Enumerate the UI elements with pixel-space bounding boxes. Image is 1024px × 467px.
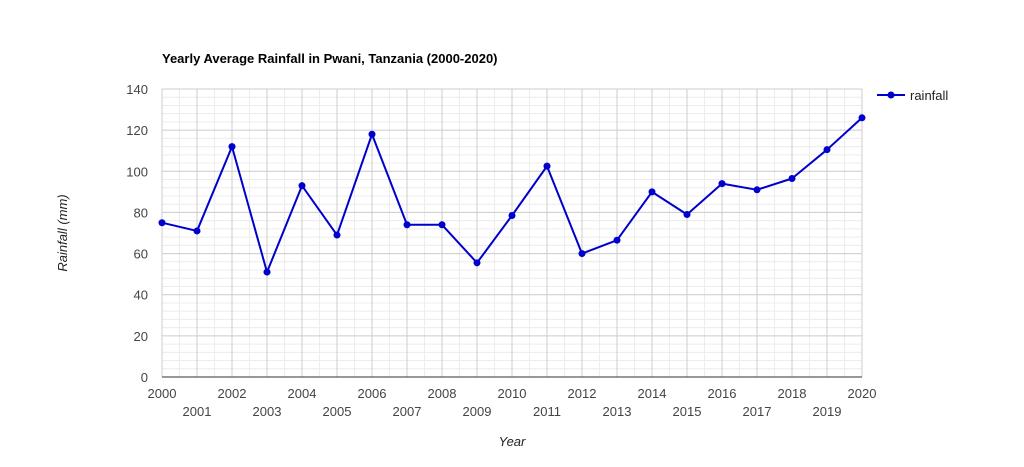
data-point[interactable] bbox=[718, 180, 726, 188]
x-axis-title: Year bbox=[499, 434, 526, 449]
y-tick-label: 60 bbox=[134, 247, 148, 262]
x-tick-label: 2003 bbox=[253, 404, 282, 419]
data-point[interactable] bbox=[228, 143, 236, 151]
y-tick-label: 0 bbox=[141, 370, 148, 385]
y-tick-label: 120 bbox=[126, 123, 148, 138]
x-tick-label: 2010 bbox=[498, 386, 527, 401]
y-tick-label: 20 bbox=[134, 329, 148, 344]
x-tick-label: 2011 bbox=[533, 404, 561, 419]
y-tick-label: 40 bbox=[134, 288, 148, 303]
x-tick-label: 2016 bbox=[708, 386, 737, 401]
x-tick-label: 2015 bbox=[673, 404, 702, 419]
legend-point-marker bbox=[887, 91, 895, 99]
x-tick-label: 2018 bbox=[778, 386, 807, 401]
data-point[interactable] bbox=[823, 146, 831, 154]
x-tick-label: 2002 bbox=[218, 386, 247, 401]
legend[interactable]: rainfall bbox=[877, 88, 948, 103]
major-gridlines bbox=[161, 88, 863, 377]
data-point[interactable] bbox=[438, 221, 446, 229]
x-tick-label: 2017 bbox=[743, 404, 772, 419]
data-point[interactable] bbox=[158, 219, 166, 227]
x-tick-label: 2020 bbox=[848, 386, 877, 401]
data-point[interactable] bbox=[543, 162, 551, 170]
data-point[interactable] bbox=[508, 212, 516, 220]
legend-label-rainfall: rainfall bbox=[910, 88, 948, 103]
x-tick-label: 2012 bbox=[568, 386, 597, 401]
data-point[interactable] bbox=[788, 174, 796, 182]
chart-title: Yearly Average Rainfall in Pwani, Tanzan… bbox=[162, 51, 498, 66]
x-tick-label: 2014 bbox=[638, 386, 667, 401]
data-point[interactable] bbox=[858, 114, 866, 122]
x-tick-label: 2006 bbox=[358, 386, 387, 401]
x-tick-label: 2001 bbox=[183, 404, 212, 419]
y-tick-label: 140 bbox=[126, 82, 148, 97]
data-point[interactable] bbox=[683, 210, 691, 218]
x-tick-label: 2000 bbox=[148, 386, 177, 401]
data-point[interactable] bbox=[368, 130, 376, 138]
y-axis-tick-labels: 0 20 40 60 80 100 120 140 bbox=[126, 82, 148, 385]
data-point[interactable] bbox=[753, 186, 761, 194]
data-point[interactable] bbox=[578, 250, 586, 258]
x-tick-label: 2008 bbox=[428, 386, 457, 401]
data-point[interactable] bbox=[193, 227, 201, 235]
data-point[interactable] bbox=[648, 188, 656, 196]
x-tick-label: 2005 bbox=[323, 404, 352, 419]
data-point[interactable] bbox=[403, 221, 411, 229]
data-point[interactable] bbox=[263, 268, 271, 276]
y-tick-label: 80 bbox=[134, 205, 148, 220]
x-tick-label: 2004 bbox=[288, 386, 317, 401]
x-tick-label: 2009 bbox=[463, 404, 492, 419]
data-point[interactable] bbox=[333, 231, 341, 239]
x-axis-tick-labels: 2000 2001 2002 2003 2004 2005 2006 2007 2008 2009… bbox=[148, 386, 877, 419]
y-axis-title: Rainfall (mm) bbox=[55, 194, 70, 271]
series-layer bbox=[158, 114, 866, 276]
data-point[interactable] bbox=[298, 182, 306, 190]
data-point[interactable] bbox=[473, 259, 481, 267]
x-tick-label: 2013 bbox=[603, 404, 632, 419]
x-tick-label: 2007 bbox=[393, 404, 422, 419]
data-point[interactable] bbox=[613, 236, 621, 244]
y-tick-label: 100 bbox=[126, 164, 148, 179]
x-tick-label: 2019 bbox=[813, 404, 842, 419]
